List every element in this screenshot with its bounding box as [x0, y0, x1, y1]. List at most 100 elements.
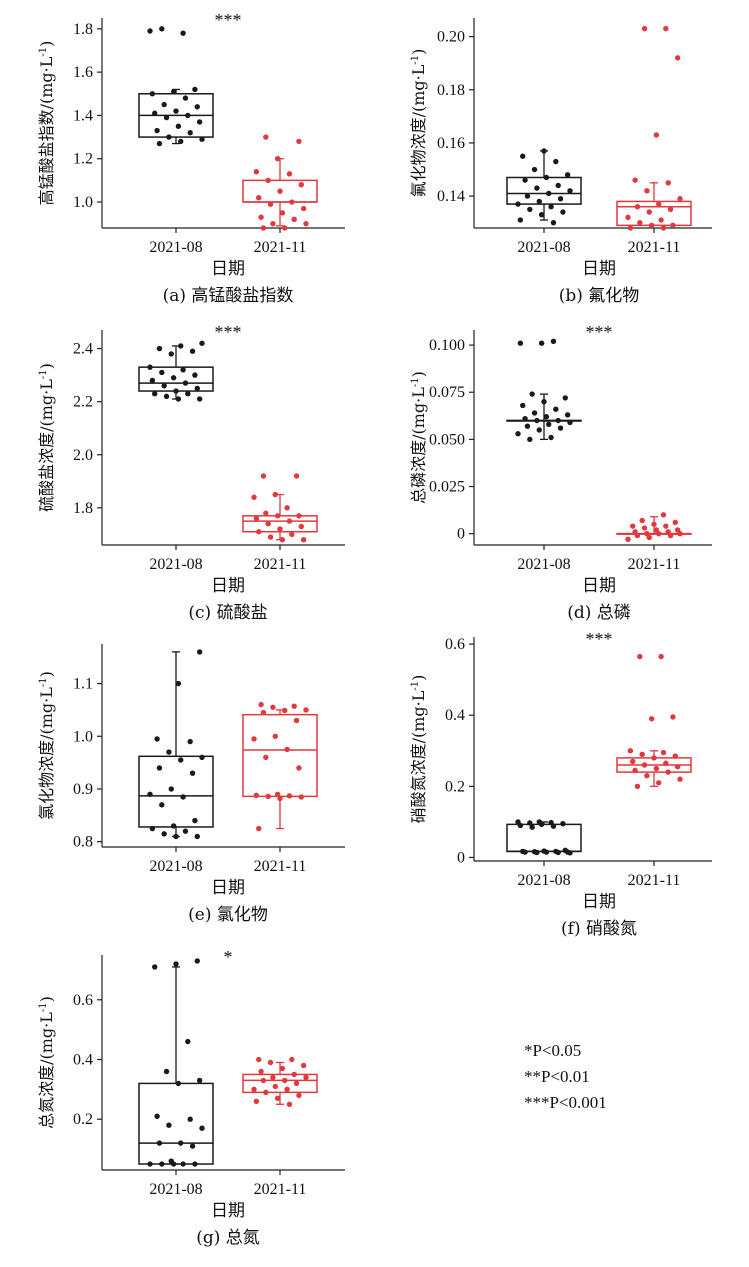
x-tick-label: 2021-08: [149, 239, 202, 256]
data-point: [163, 114, 170, 121]
y-axis-title: 高锰酸盐指数/(mg·L-1): [37, 41, 56, 206]
data-point: [560, 820, 566, 827]
data-point: [256, 825, 262, 832]
data-point: [630, 758, 636, 765]
data-point: [520, 153, 526, 159]
data-point: [670, 222, 676, 229]
data-point: [194, 385, 200, 392]
data-point: [665, 769, 671, 775]
data-point: [267, 201, 274, 207]
data-point: [658, 217, 664, 223]
y-tick-label: 0.050: [429, 431, 465, 448]
y-axis-title: 硫酸盐浓度/(mg·L-1): [37, 363, 56, 512]
data-point: [663, 25, 669, 32]
y-tick-label: 0.075: [429, 384, 465, 401]
significance-marker: ***: [215, 322, 242, 342]
data-point: [152, 964, 158, 970]
data-point: [185, 112, 191, 119]
data-point: [282, 707, 288, 714]
panel-caption: (c) 硫酸盐: [188, 603, 267, 623]
data-point: [550, 823, 557, 829]
box-2021-08: [138, 651, 214, 838]
data-point: [263, 134, 269, 140]
data-point: [270, 220, 276, 227]
y-tick-label: 1.6: [73, 64, 93, 81]
data-point: [543, 414, 550, 420]
y-tick-label: 2.2: [73, 394, 93, 411]
y-tick-label: 1.2: [73, 151, 93, 168]
data-point: [298, 182, 304, 188]
data-point: [187, 130, 193, 136]
data-point: [279, 210, 286, 216]
data-point: [634, 204, 641, 210]
data-point: [163, 1068, 170, 1075]
data-point: [253, 792, 260, 799]
x-tick-label: 2021-11: [628, 556, 681, 573]
data-point: [517, 217, 524, 223]
data-point: [265, 793, 271, 800]
data-point: [298, 523, 304, 530]
x-tick-label: 2021-08: [149, 1181, 202, 1198]
data-point: [531, 166, 538, 173]
data-point: [199, 754, 205, 761]
data-point: [265, 521, 271, 527]
data-point: [147, 28, 153, 34]
data-point: [194, 958, 200, 964]
data-point: [644, 772, 650, 779]
data-point: [274, 156, 281, 162]
data-point: [527, 820, 533, 826]
data-point: [149, 377, 156, 384]
x-axis-title: 日期: [582, 892, 616, 912]
data-point: [263, 510, 269, 516]
panel-1: 1.0 1.2 1.4 1.6 1.8 2021-08 2021-11 日期 (a) 高锰酸盐指…: [37, 10, 345, 306]
significance-marker: ***: [215, 10, 242, 30]
data-point: [522, 177, 528, 183]
data-point: [564, 412, 571, 418]
data-point: [147, 791, 153, 797]
y-axis-title: 硝酸氮浓度/(mg·L-1): [409, 675, 428, 824]
data-point: [524, 193, 531, 199]
data-point: [182, 828, 189, 834]
data-point: [270, 1074, 276, 1081]
data-point: [263, 1089, 269, 1096]
data-point: [627, 225, 634, 231]
y-tick-label: 0.14: [437, 188, 465, 205]
data-point: [253, 1098, 260, 1105]
data-point: [147, 1161, 153, 1167]
data-point: [289, 1056, 295, 1063]
data-point: [531, 410, 538, 416]
data-point: [567, 188, 573, 194]
data-point: [175, 1080, 182, 1087]
data-point: [178, 1140, 184, 1146]
data-point: [267, 1059, 274, 1066]
data-point: [170, 88, 177, 95]
y-tick-label: 0: [457, 849, 465, 866]
y-tick-label: 0.9: [73, 781, 93, 798]
data-point: [187, 1116, 193, 1122]
y-tick-label: 0.4: [73, 1052, 93, 1069]
data-point: [260, 225, 267, 231]
iqr-box: [616, 200, 692, 227]
data-point: [196, 1077, 203, 1084]
y-axis-title: 氟化物浓度/(mg·L-1): [409, 49, 428, 198]
significance-legend-entry-3: ***P<0.001: [524, 1093, 607, 1112]
data-point: [534, 185, 540, 191]
data-point: [282, 225, 288, 231]
data-point: [515, 431, 521, 437]
y-tick-label: 0.025: [429, 479, 465, 496]
data-point: [159, 802, 165, 808]
x-tick-label: 2021-11: [628, 239, 681, 256]
data-point: [173, 961, 179, 967]
x-axis-title: 日期: [582, 259, 616, 279]
data-point: [555, 417, 561, 424]
y-axis-title: 总氮浓度/(mg·L-1): [37, 996, 56, 1129]
data-point: [156, 1140, 163, 1146]
data-point: [562, 395, 568, 401]
data-point: [296, 765, 302, 771]
data-point: [567, 850, 573, 856]
y-tick-label: 1.1: [73, 676, 93, 693]
data-point: [180, 1161, 186, 1167]
y-tick-label: 1.8: [73, 21, 93, 38]
data-point: [555, 849, 561, 856]
data-point: [263, 754, 269, 761]
